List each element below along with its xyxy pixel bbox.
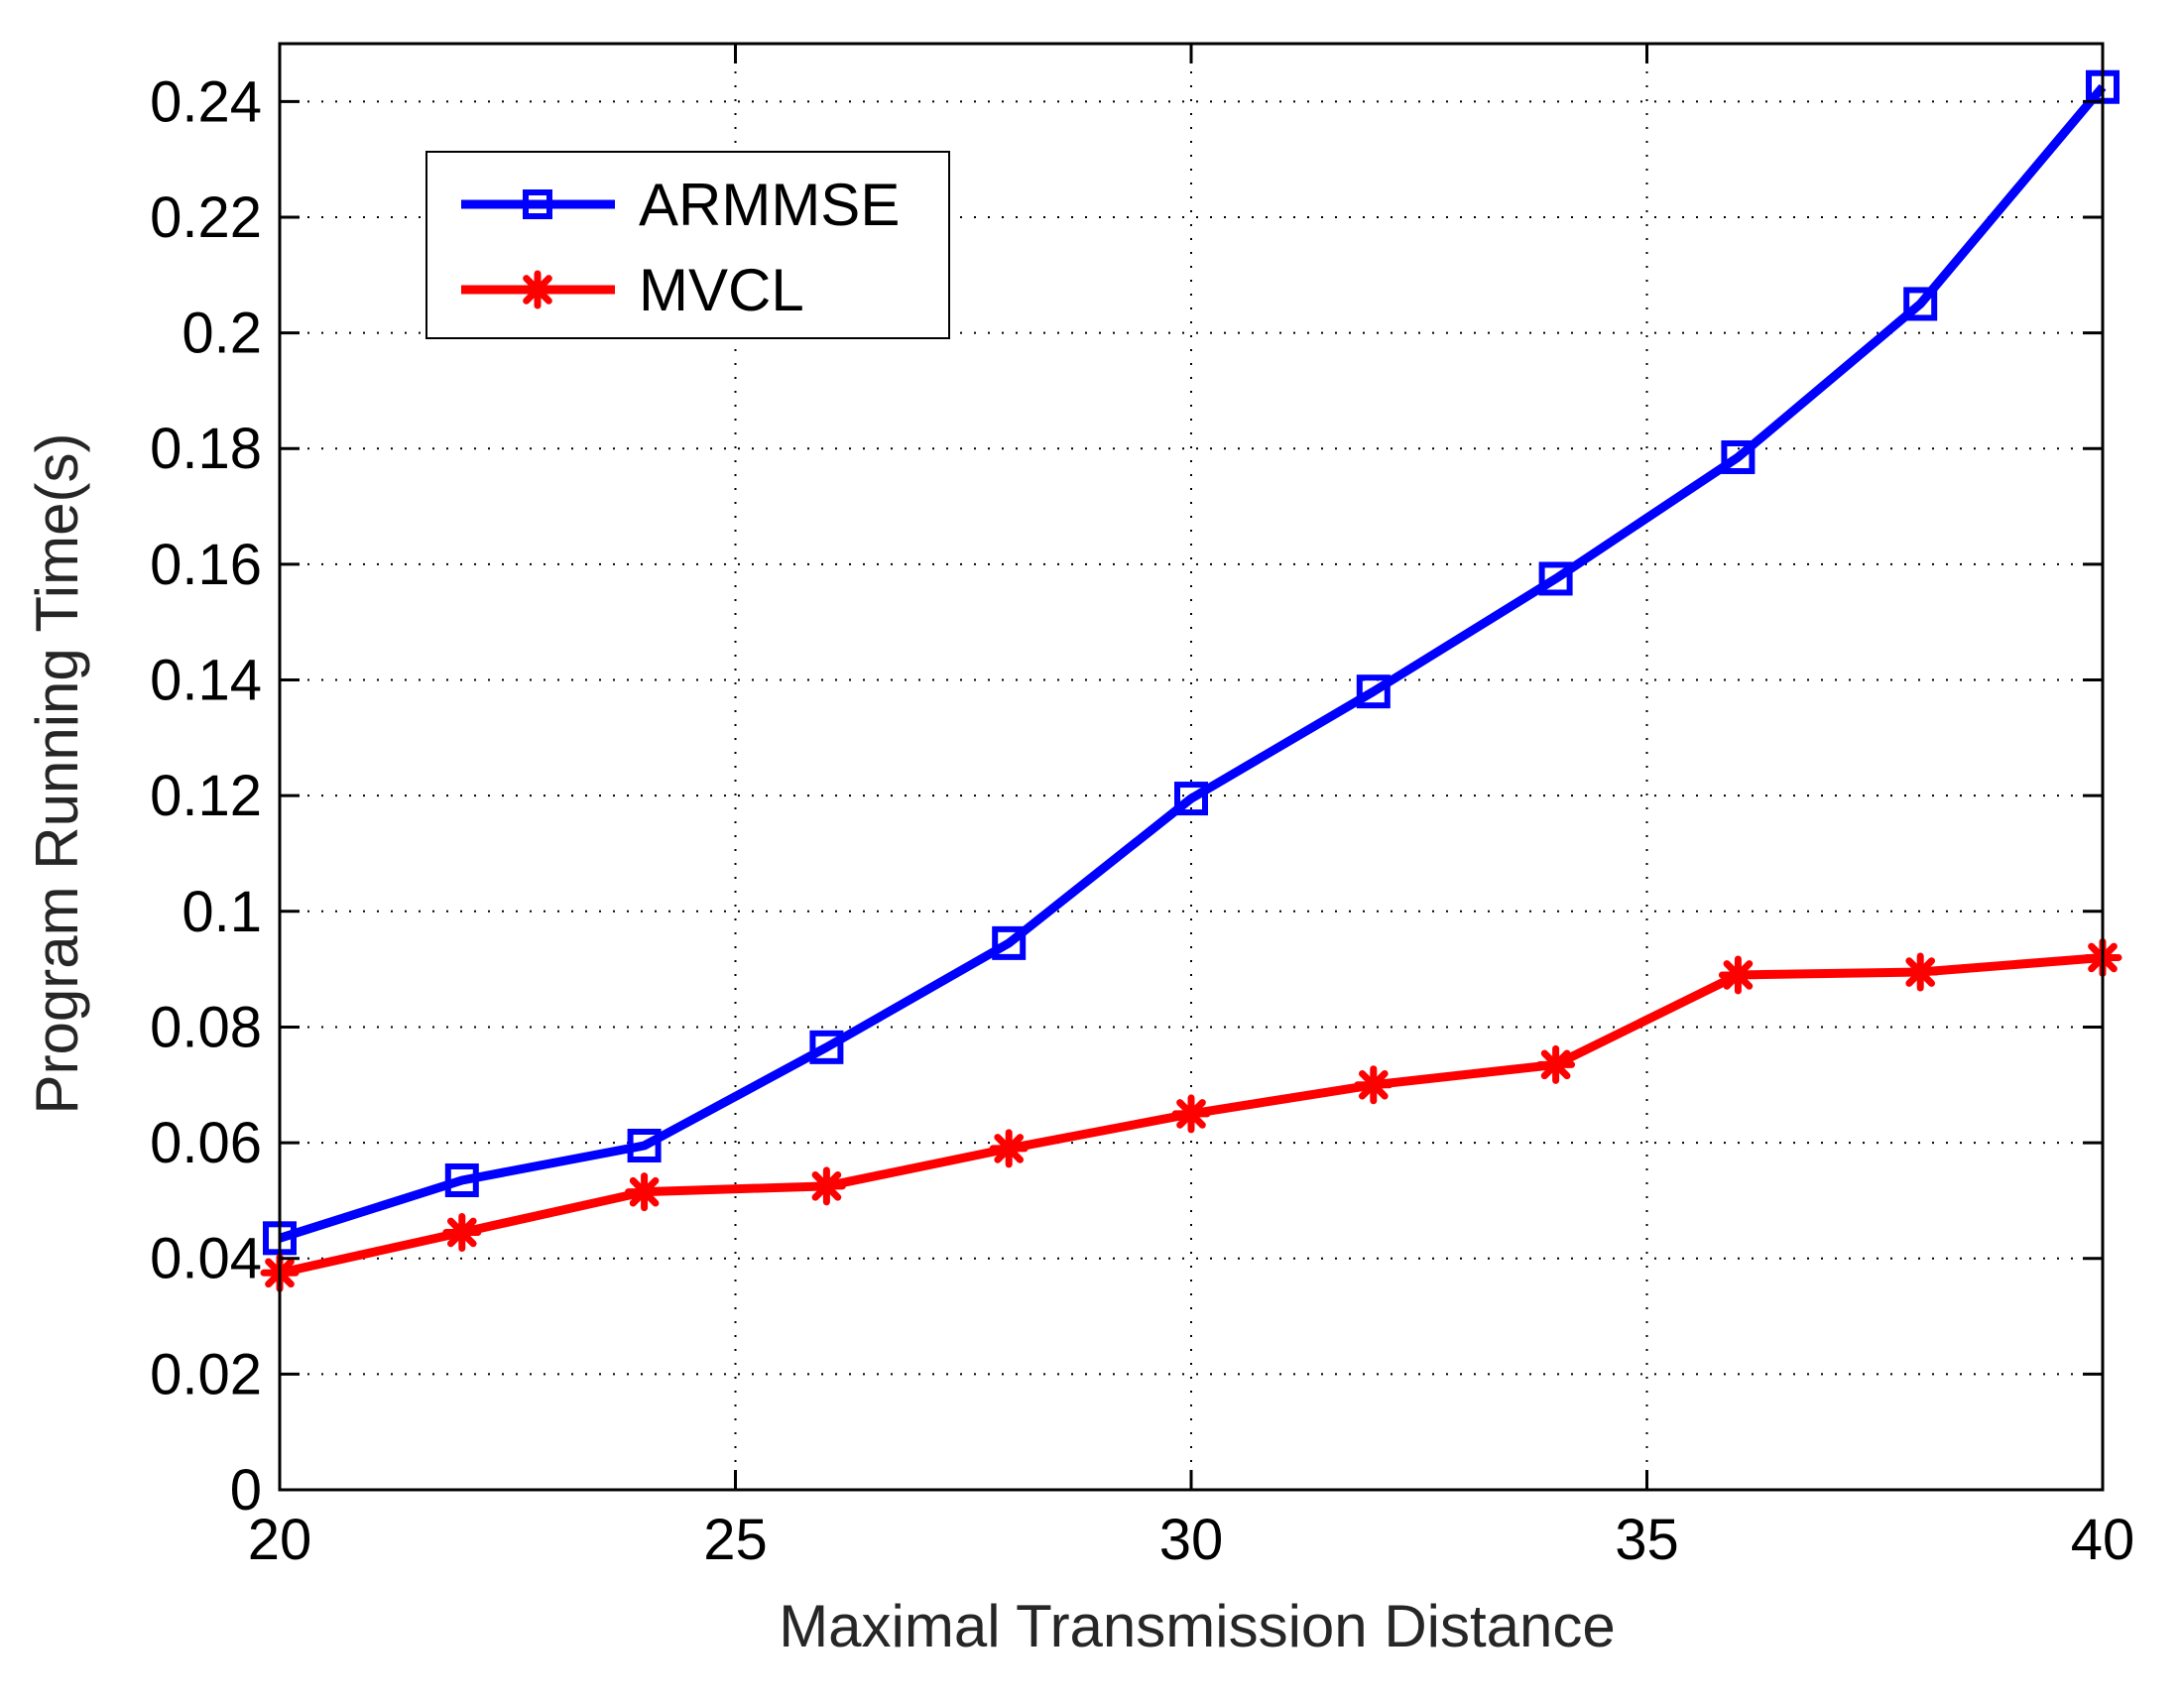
x-tick-labels: 20 25 30 35 40 xyxy=(248,1508,2135,1572)
data-point-armmse xyxy=(1903,287,1938,321)
data-point-armmse xyxy=(1538,561,1573,596)
data-point-mvcl xyxy=(442,1212,482,1252)
y-tick-label: 0.06 xyxy=(150,1111,262,1175)
y-tick-label: 0.22 xyxy=(150,185,262,250)
legend-box xyxy=(425,151,950,339)
y-tick-label: 0.02 xyxy=(150,1342,262,1406)
y-tick-label: 0.24 xyxy=(150,69,262,134)
grid-lines xyxy=(280,44,2103,1490)
x-tick-label: 35 xyxy=(1615,1508,1679,1572)
series-lines xyxy=(260,69,2122,1292)
y-tick-label: 0.08 xyxy=(150,995,262,1059)
legend-item-armmse: ARMMSE xyxy=(461,172,900,238)
legend-label-armmse: ARMMSE xyxy=(639,172,900,238)
y-tick-label: 0.1 xyxy=(182,880,262,944)
data-point-armmse xyxy=(627,1128,662,1162)
data-point-armmse xyxy=(809,1030,844,1064)
x-tick-label: 30 xyxy=(1159,1508,1224,1572)
legend-marker-mvcl xyxy=(518,270,557,309)
x-tick-label: 20 xyxy=(248,1508,312,1572)
y-tick-labels: 0 0.02 0.04 0.06 0.08 0.1 0.12 0.14 0.16 0.18 0.2 0… xyxy=(150,69,262,1523)
series-line-armmse xyxy=(278,83,2107,1243)
y-axis-label: Program Running Time(s) xyxy=(24,433,90,1115)
y-tick-label: 0.18 xyxy=(150,417,262,481)
data-point-armmse xyxy=(1174,782,1208,816)
data-point-mvcl xyxy=(1354,1065,1393,1105)
y-tick-label: 0 xyxy=(230,1458,262,1523)
data-point-mvcl xyxy=(1718,955,1757,995)
legend-marker-armmse xyxy=(523,189,552,219)
axis-ticks xyxy=(278,44,2105,1492)
legend-item-mvcl: MVCL xyxy=(461,257,804,323)
data-point-mvcl xyxy=(806,1166,846,1206)
data-point-mvcl xyxy=(625,1172,665,1212)
data-point-mvcl xyxy=(989,1129,1029,1168)
y-tick-label: 0.12 xyxy=(150,764,262,828)
data-point-mvcl xyxy=(1900,952,1940,992)
data-point-armmse xyxy=(1721,439,1756,474)
y-tick-label: 0.14 xyxy=(150,649,262,713)
data-point-mvcl xyxy=(1171,1094,1211,1134)
legend: ARMMSE MVCL xyxy=(425,151,950,339)
data-point-armmse xyxy=(1356,674,1391,709)
data-point-armmse xyxy=(992,925,1027,960)
y-tick-label: 0.16 xyxy=(150,533,262,597)
x-tick-label: 40 xyxy=(2071,1508,2135,1572)
legend-label-mvcl: MVCL xyxy=(639,257,804,323)
y-tick-label: 0.2 xyxy=(182,302,262,366)
legend-asterisk-icon xyxy=(518,270,557,309)
x-tick-label: 25 xyxy=(703,1508,768,1572)
data-point-armmse xyxy=(444,1162,479,1197)
y-tick-label: 0.04 xyxy=(150,1227,262,1291)
data-point-mvcl xyxy=(1536,1044,1576,1084)
x-axis-label: Maximal Transmission Distance xyxy=(779,1593,1616,1659)
